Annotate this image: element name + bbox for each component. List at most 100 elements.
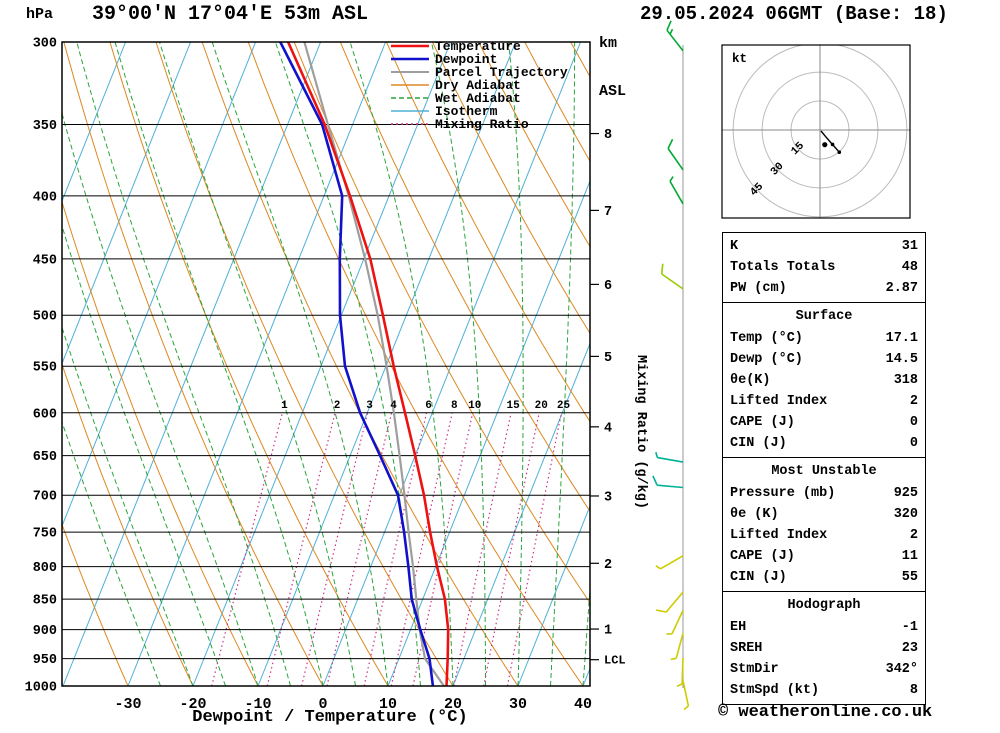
- wind-barb: [670, 632, 684, 661]
- table-row: CIN (J) 55: [730, 567, 918, 588]
- table-row: Lifted Index 2: [730, 525, 918, 546]
- pressure-unit-label: hPa: [26, 6, 54, 23]
- row-label: StmDir: [730, 662, 779, 677]
- datetime-label: 29.05.2024 06GMT (Base: 18): [640, 3, 948, 25]
- row-label: Pressure (mb): [730, 486, 836, 501]
- svg-text:0: 0: [318, 696, 327, 713]
- wind-barb: [667, 138, 684, 171]
- svg-text:3: 3: [366, 400, 373, 412]
- svg-text:1: 1: [281, 400, 288, 412]
- table-row: StmSpd (kt) 8: [730, 680, 918, 701]
- row-label: CIN (J): [730, 570, 787, 585]
- svg-text:400: 400: [33, 190, 57, 205]
- svg-text:6: 6: [425, 400, 432, 412]
- legend-label-dry_adiabat: Dry Adiabat: [435, 78, 521, 93]
- row-value: 2: [909, 528, 918, 543]
- table-row: PW (cm) 2.87: [730, 278, 918, 299]
- svg-text:4: 4: [390, 400, 397, 412]
- storm-motion-dot: [822, 142, 828, 148]
- row-value: 342°: [885, 662, 918, 677]
- row-label: K: [730, 239, 739, 254]
- table-row: θe (K) 320: [730, 504, 918, 525]
- row-label: Lifted Index: [730, 394, 828, 409]
- km-label: km: [599, 35, 618, 52]
- svg-text:15: 15: [506, 400, 520, 412]
- svg-text:950: 950: [33, 653, 57, 668]
- table-row: Lifted Index 2: [730, 391, 918, 412]
- svg-text:8: 8: [604, 128, 612, 143]
- table-section-most-unstable: Most Unstable Pressure (mb) 925 θe (K) 320 Li…: [723, 457, 925, 591]
- svg-text:600: 600: [33, 407, 57, 422]
- svg-text:40: 40: [574, 696, 592, 713]
- section-title: Most Unstable: [771, 464, 877, 479]
- hodograph-border: [721, 44, 911, 219]
- wind-barb: [676, 657, 684, 688]
- table-row: Pressure (mb) 925: [730, 483, 918, 504]
- table-row: Dewp (°C) 14.5: [730, 349, 918, 370]
- dewpoint-curve: [279, 42, 435, 686]
- svg-text:850: 850: [33, 594, 57, 609]
- row-label: PW (cm): [730, 281, 787, 296]
- svg-text:20: 20: [535, 400, 548, 412]
- wind-barb: [660, 263, 684, 290]
- wind-barb: [669, 176, 684, 205]
- table-row: Totals Totals 48: [730, 257, 918, 278]
- table-row: CIN (J) 0: [730, 433, 918, 454]
- hodograph-ring-label: 15: [789, 140, 807, 158]
- legend-label-wet_adiabat: Wet Adiabat: [435, 91, 521, 106]
- svg-text:10: 10: [379, 696, 397, 713]
- skewt-plot-area: [62, 42, 590, 686]
- table-row: θe(K) 318: [730, 370, 918, 391]
- svg-text:-10: -10: [244, 696, 271, 713]
- mixing-ratio-labels: 1 2 3 4 6 8 10 15 20 25: [281, 400, 570, 412]
- wind-barb: [666, 20, 684, 52]
- svg-text:6: 6: [604, 279, 612, 294]
- row-label: CIN (J): [730, 436, 787, 451]
- section-title: Surface: [795, 309, 853, 324]
- row-value: -1: [901, 620, 918, 635]
- svg-text:5: 5: [604, 351, 612, 366]
- svg-text:450: 450: [33, 253, 57, 268]
- row-value: 318: [893, 373, 918, 388]
- table-row: SREH 23: [730, 638, 918, 659]
- wind-barb: [652, 475, 684, 489]
- legend-label-isotherm: Isotherm: [435, 104, 498, 119]
- right-axis-label: Mixing Ratio (g/kg): [633, 355, 648, 509]
- row-value: 2.87: [885, 281, 918, 296]
- row-label: EH: [730, 620, 747, 635]
- wind-barb: [682, 680, 690, 711]
- legend-label-dewpoint: Dewpoint: [435, 52, 497, 67]
- lcl-label: LCL: [604, 654, 626, 668]
- row-label: CAPE (J): [730, 415, 795, 430]
- km-asl-ticks: 8 7 6 5 4 3 2 1 LCL: [590, 128, 626, 668]
- row-label: Dewp (°C): [730, 352, 803, 367]
- svg-text:800: 800: [33, 561, 57, 576]
- svg-text:550: 550: [33, 361, 57, 376]
- svg-text:10: 10: [468, 400, 481, 412]
- row-value: 925: [893, 486, 918, 501]
- table-section-hodograph: Hodograph EH -1 SREH 23 StmDir 342° StmSpd (kt)…: [723, 591, 925, 704]
- plot-border: [61, 41, 591, 687]
- row-value: 2: [909, 394, 918, 409]
- svg-text:500: 500: [33, 310, 57, 325]
- row-label: CAPE (J): [730, 549, 795, 564]
- table-section-surface: Surface Temp (°C) 17.1 Dewp (°C) 14.5 θe(K) 31…: [723, 302, 925, 457]
- x-axis-title: Dewpoint / Temperature (°C): [192, 708, 468, 727]
- svg-text:900: 900: [33, 624, 57, 639]
- legend-label-temperature: Temperature: [435, 39, 521, 54]
- svg-text:7: 7: [604, 205, 612, 220]
- table-row: EH -1: [730, 617, 918, 638]
- table-row: K 31: [730, 236, 918, 257]
- copyright-link[interactable]: © weatheronline.co.uk: [718, 703, 933, 722]
- row-label: SREH: [730, 641, 763, 656]
- svg-text:-30: -30: [114, 696, 141, 713]
- asl-label: ASL: [599, 83, 627, 100]
- wind-barb: [655, 451, 684, 463]
- wet-adiabats: [62, 42, 590, 686]
- table-row: CAPE (J) 0: [730, 412, 918, 433]
- indices-table: K 31 Totals Totals 48 PW (cm) 2.87 Surface Temp…: [722, 232, 926, 705]
- svg-text:8: 8: [451, 400, 458, 412]
- section-title: Hodograph: [787, 598, 861, 613]
